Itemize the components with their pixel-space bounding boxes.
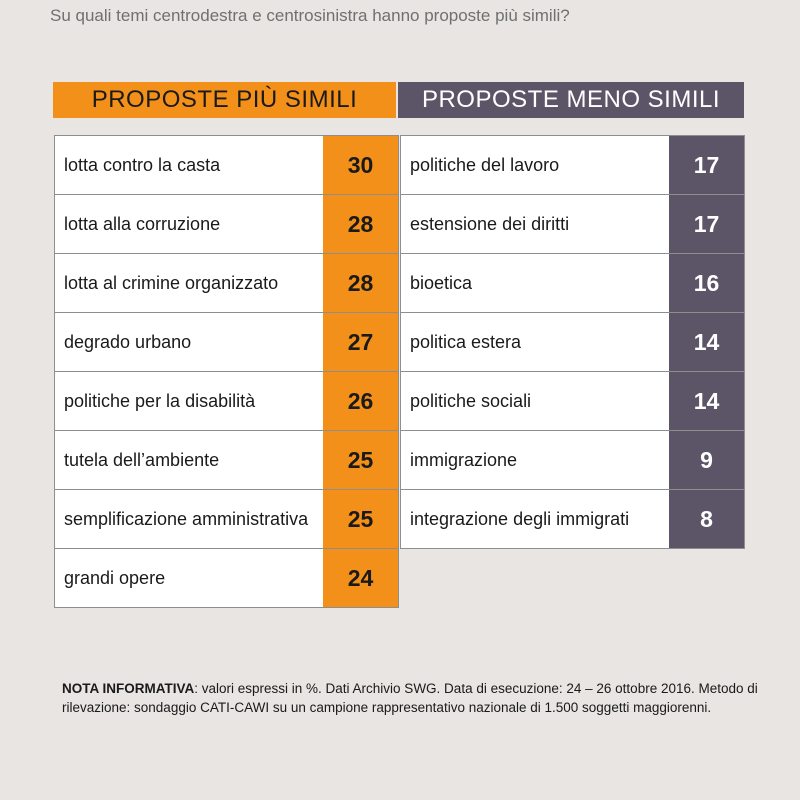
table-row: lotta alla corruzione 28	[55, 195, 398, 254]
note-text: : valori espressi in %. Dati Archivio SW…	[62, 681, 758, 715]
table-row: politiche sociali 14	[401, 372, 744, 431]
table-row: politiche per la disabilità 26	[55, 372, 398, 431]
table-row: immigrazione 9	[401, 431, 744, 490]
row-value: 8	[669, 490, 744, 548]
row-value: 24	[323, 549, 398, 607]
table-less-similar: politiche del lavoro 17 estensione dei dir…	[400, 135, 745, 549]
table-row: bioetica 16	[401, 254, 744, 313]
table-row: estensione dei diritti 17	[401, 195, 744, 254]
table-row: politiche del lavoro 17	[401, 136, 744, 195]
informative-note: NOTA INFORMATIVA: valori espressi in %. …	[62, 679, 762, 717]
row-value: 17	[669, 195, 744, 253]
row-label: estensione dei diritti	[410, 214, 570, 234]
row-value: 16	[669, 254, 744, 312]
row-value: 14	[669, 313, 744, 371]
row-value: 17	[669, 136, 744, 194]
row-value: 26	[323, 372, 398, 430]
header-less-similar: PROPOSTE MENO SIMILI	[398, 82, 744, 118]
table-row: lotta contro la casta 30	[55, 136, 398, 195]
row-value: 27	[323, 313, 398, 371]
table-row: politica estera 14	[401, 313, 744, 372]
row-label: lotta contro la casta	[64, 155, 221, 175]
row-label: immigrazione	[410, 450, 518, 470]
row-label: politica estera	[410, 332, 522, 352]
note-label: NOTA INFORMATIVA	[62, 681, 195, 696]
row-label: politiche sociali	[410, 391, 532, 411]
chart-subtitle: Su quali temi centrodestra e centrosinis…	[50, 6, 570, 25]
row-label: lotta alla corruzione	[64, 214, 221, 234]
table-row: integrazione degli immigrati 8	[401, 490, 744, 549]
row-value: 25	[323, 490, 398, 548]
row-label: degrado urbano	[64, 332, 192, 352]
row-value: 28	[323, 254, 398, 312]
row-value: 9	[669, 431, 744, 489]
row-label: bioetica	[410, 273, 473, 293]
table-row: tutela dell’ambiente 25	[55, 431, 398, 490]
row-label: politiche per la disabilità	[64, 391, 256, 411]
header-more-similar: PROPOSTE PIÙ SIMILI	[53, 82, 396, 118]
table-row: grandi opere 24	[55, 549, 398, 608]
table-row: lotta al crimine organizzato 28	[55, 254, 398, 313]
row-label: integrazione degli immigrati	[410, 509, 630, 529]
table-more-similar: lotta contro la casta 30 lotta alla corruz…	[54, 135, 399, 608]
row-label: lotta al crimine organizzato	[64, 273, 279, 293]
row-label: tutela dell’ambiente	[64, 450, 220, 470]
row-label: politiche del lavoro	[410, 155, 560, 175]
row-label: semplificazione amministrativa	[64, 509, 309, 529]
row-value: 14	[669, 372, 744, 430]
row-value: 28	[323, 195, 398, 253]
row-value: 30	[323, 136, 398, 194]
row-value: 25	[323, 431, 398, 489]
row-label: grandi opere	[64, 568, 166, 588]
table-row: degrado urbano 27	[55, 313, 398, 372]
table-row: semplificazione amministrativa 25	[55, 490, 398, 549]
